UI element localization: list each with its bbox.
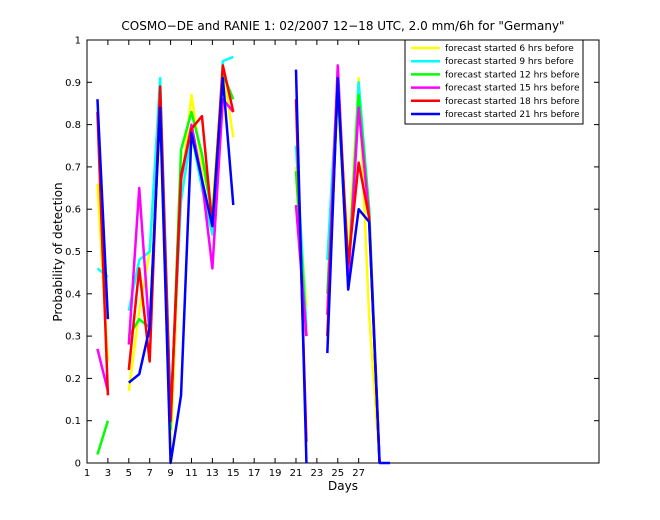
y-tick-label: 0.2: [65, 374, 81, 385]
y-tick-label: 0.9: [65, 78, 81, 89]
x-tick-label: 17: [248, 468, 261, 479]
series-line: [294, 69, 308, 464]
legend-label: forecast started 15 hrs before: [445, 84, 580, 94]
x-tick-label: 7: [147, 468, 153, 479]
x-tick-label: 1: [84, 468, 90, 479]
series-5: [96, 69, 391, 465]
x-tick-label: 15: [227, 468, 240, 479]
series-line: [128, 76, 235, 465]
x-tick-label: 19: [269, 468, 282, 479]
y-tick-label: 0.7: [65, 162, 81, 173]
series-line: [96, 348, 110, 392]
x-tick-label: 5: [126, 468, 132, 479]
legend-label: forecast started 9 hrs before: [445, 57, 574, 67]
series-line: [326, 76, 391, 465]
y-tick-label: 0.1: [65, 416, 81, 427]
y-tick-label: 0.6: [65, 205, 81, 216]
y-tick-label: 1: [75, 36, 81, 47]
legend: forecast started 6 hrs before forecast st…: [404, 39, 584, 125]
x-tick-label: 27: [352, 468, 365, 479]
x-axis: 1 3 5 7 9 11 13 15 17 19 21 23 25 27: [84, 40, 365, 479]
legend-box: [404, 39, 584, 125]
y-axis-label: Probability of detection: [51, 182, 65, 321]
legend-label: forecast started 21 hrs before: [445, 110, 580, 120]
legend-label: forecast started 18 hrs before: [445, 97, 580, 107]
y-tick-label: 0: [75, 459, 81, 470]
x-tick-label: 13: [206, 468, 219, 479]
x-tick-label: 25: [331, 468, 344, 479]
x-tick-label: 23: [311, 468, 324, 479]
legend-label: forecast started 12 hrs before: [445, 70, 580, 80]
series-line: [96, 99, 110, 320]
legend-label: forecast started 6 hrs before: [445, 44, 574, 54]
x-tick-label: 21: [290, 468, 303, 479]
x-tick-label: 9: [167, 468, 173, 479]
x-tick-label: 11: [185, 468, 198, 479]
series-line: [96, 420, 110, 455]
chart-title: COSMO−DE and RANIE 1: 02/2007 12−18 UTC,…: [121, 19, 564, 33]
y-axis: 0 0.1 0.2 0.3 0.4 0.5 0.6 0.7 0.8 0.9 1: [65, 36, 599, 470]
y-tick-label: 0.3: [65, 332, 81, 343]
y-tick-label: 0.4: [65, 289, 81, 300]
y-tick-label: 0.8: [65, 120, 81, 131]
x-axis-label: Days: [328, 479, 358, 493]
y-tick-label: 0.5: [65, 247, 81, 258]
series-layer: [96, 55, 391, 465]
x-tick-label: 3: [105, 468, 111, 479]
